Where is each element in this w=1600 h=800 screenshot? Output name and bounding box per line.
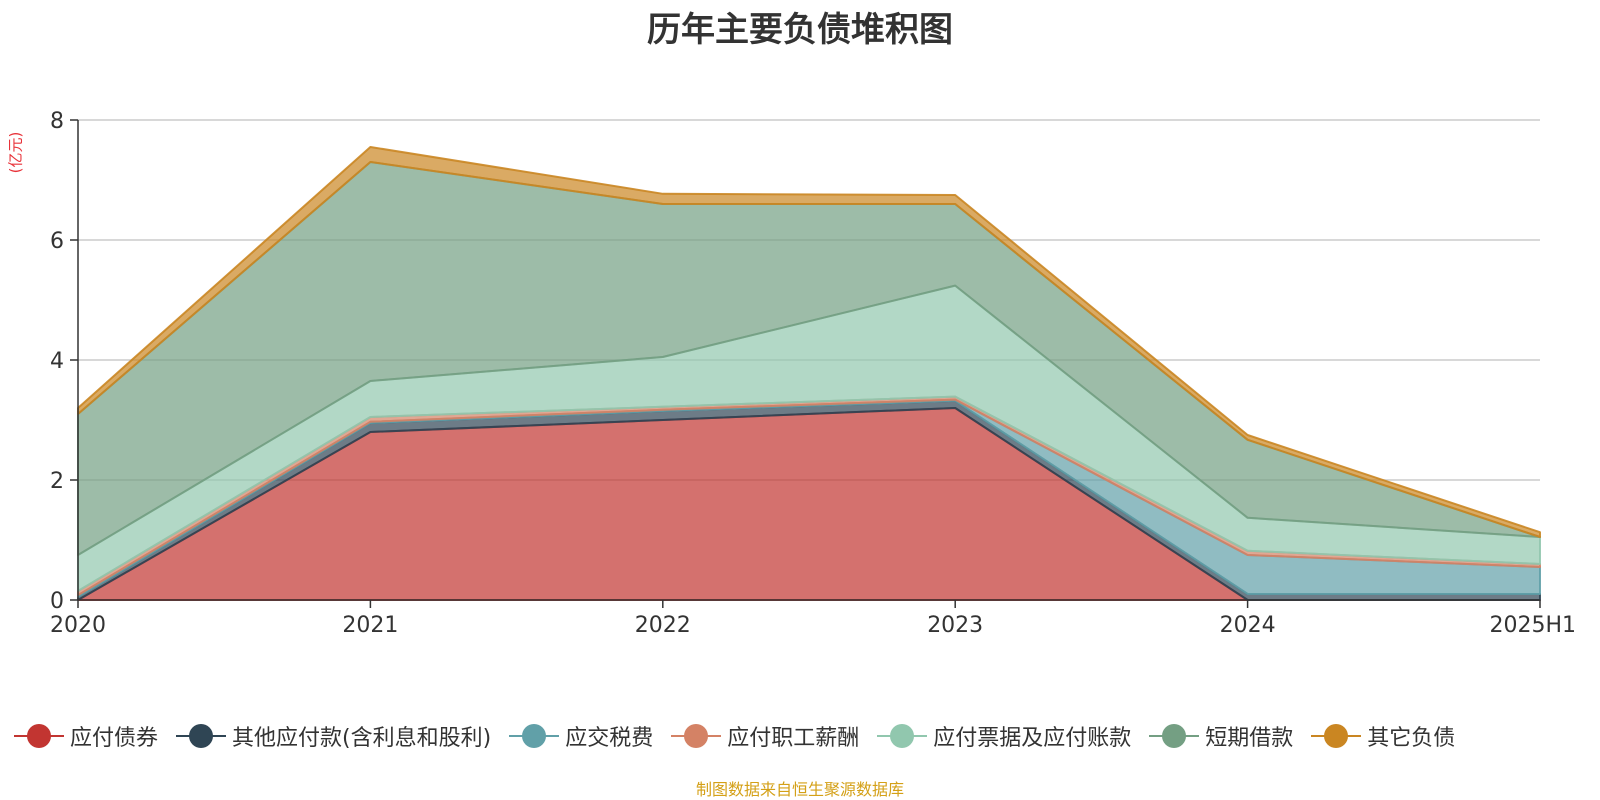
- legend-marker-icon: [509, 724, 560, 748]
- legend-item-5[interactable]: 短期借款: [1149, 720, 1293, 752]
- legend-label: 其他应付款(含利息和股利): [232, 726, 492, 751]
- legend-marker-icon: [1311, 724, 1362, 748]
- chart-title: 历年主要负债堆积图: [647, 10, 953, 50]
- legend-item-2[interactable]: 应交税费: [509, 720, 653, 752]
- legend-label: 应付票据及应付账款: [933, 726, 1132, 751]
- stacked-area-chart: 0 2 4 6 8 2020 2021 2022 2023 2024 2025H1: [50, 109, 1576, 638]
- x-tick-label: 2025H1: [1489, 613, 1576, 638]
- legend-item-1[interactable]: 其他应付款(含利息和股利): [176, 720, 491, 752]
- y-tick-label: 8: [50, 109, 64, 134]
- x-tick-label: 2023: [927, 613, 983, 638]
- x-tick-label: 2024: [1220, 613, 1276, 638]
- y-tick-label: 0: [50, 589, 64, 614]
- legend: 应付债券 其他应付款(含利息和股利) 应交税费 应付职工薪酬 应付票据及应付账款 短期借款…: [14, 718, 1473, 754]
- legend-label: 应交税费: [565, 726, 654, 751]
- legend-label: 其它负债: [1367, 726, 1456, 751]
- legend-marker-icon: [176, 724, 227, 748]
- legend-label: 应付职工薪酬: [727, 726, 860, 751]
- legend-label: 短期借款: [1205, 726, 1294, 751]
- area-series-6[interactable]: [77, 146, 1541, 538]
- y-tick-label: 4: [50, 349, 64, 374]
- legend-label: 应付债券: [70, 726, 159, 751]
- legend-item-4[interactable]: 应付票据及应付账款: [877, 720, 1131, 752]
- y-tick-label: 2: [50, 469, 64, 494]
- x-tick-label: 2022: [635, 613, 691, 638]
- x-tick-label: 2021: [342, 613, 398, 638]
- legend-marker-icon: [671, 724, 722, 748]
- legend-marker-icon: [1149, 724, 1200, 748]
- legend-marker-icon: [877, 724, 928, 748]
- area-series-layer: [77, 146, 1541, 601]
- legend-item-3[interactable]: 应付职工薪酬: [671, 720, 859, 752]
- legend-item-0[interactable]: 应付债券: [14, 720, 158, 752]
- x-tick-label: 2020: [50, 613, 106, 638]
- axes: 0 2 4 6 8 2020 2021 2022 2023 2024 2025H1: [50, 109, 1576, 638]
- legend-item-6[interactable]: 其它负债: [1311, 720, 1455, 752]
- source-note: 制图数据来自恒生聚源数据库: [695, 780, 904, 799]
- legend-marker-icon: [14, 724, 64, 748]
- y-tick-label: 6: [50, 229, 64, 254]
